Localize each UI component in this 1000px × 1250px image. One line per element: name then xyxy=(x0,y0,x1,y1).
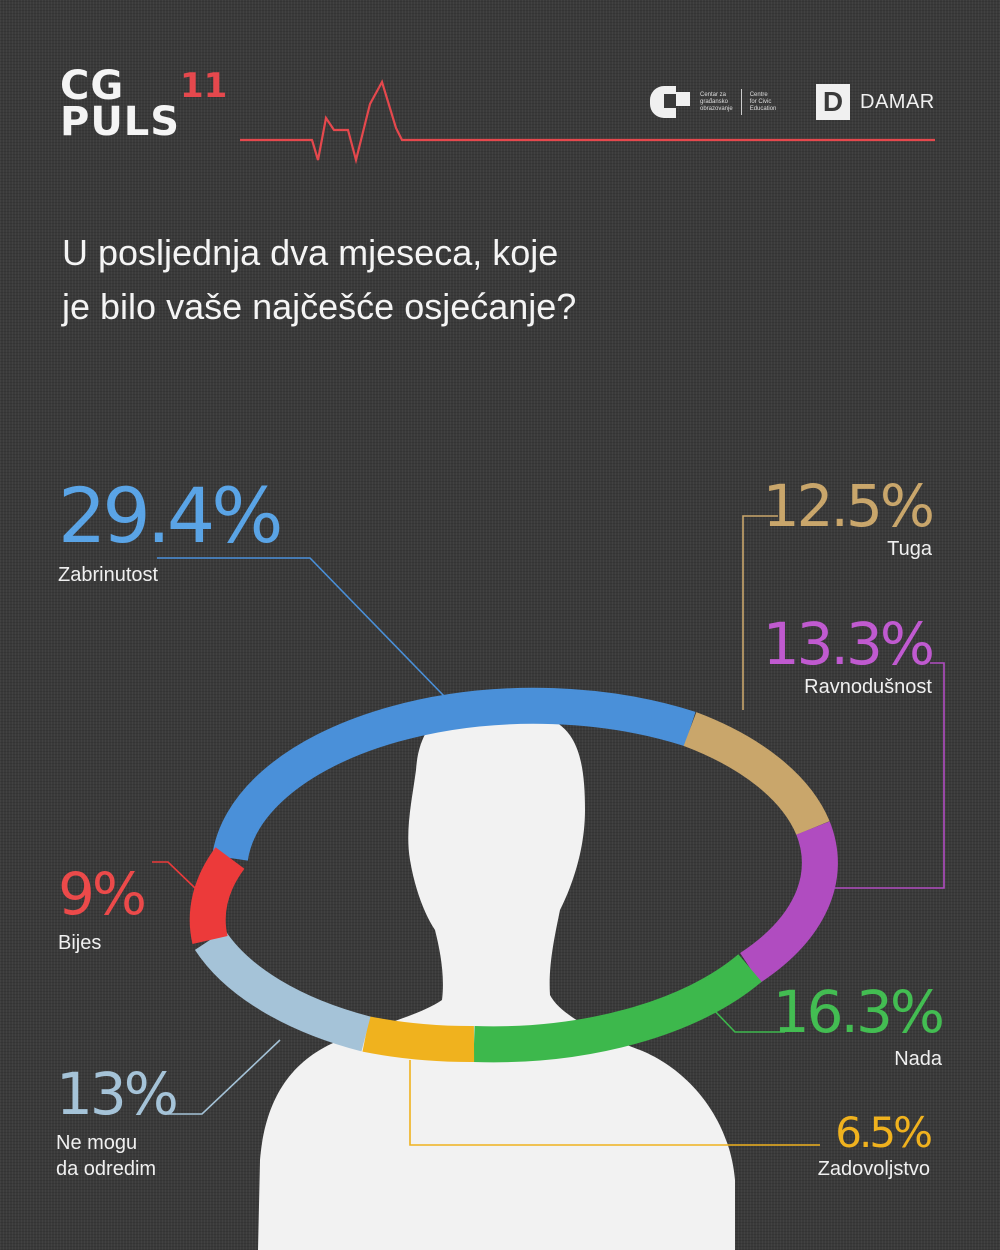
leader-zadovoljstvo xyxy=(409,1060,820,1146)
cce-mark-icon xyxy=(650,84,692,120)
label-bijes: 9% Bijes xyxy=(58,860,147,956)
name-zadovoljstvo: Zadovoljstvo xyxy=(817,1158,930,1180)
segment-zadovoljstvo xyxy=(362,1016,475,1063)
segment-ravnodusnost xyxy=(739,821,838,984)
cce-text-en: Centre for Civic Education xyxy=(749,91,777,112)
segment-nada xyxy=(473,954,762,1063)
leader-bijes xyxy=(152,861,196,889)
leader-tuga xyxy=(742,515,778,710)
label-zabrinutost: 29.4% Zabrinutost xyxy=(58,471,283,588)
name-zabrinutost: Zabrinutost xyxy=(58,564,159,586)
damar-name: DAMAR xyxy=(860,90,935,113)
name-bijes: Bijes xyxy=(58,932,102,954)
cce-text-local: Centar za građansko obrazovanje xyxy=(700,91,733,112)
damar-logo: D DAMAR xyxy=(816,84,935,120)
value-tuga: 12.5% xyxy=(762,472,935,540)
label-nada: 16.3% Nada xyxy=(772,978,945,1072)
cg-puls-logo: CG PULS xyxy=(60,63,181,145)
logo-line1: CG xyxy=(60,63,125,109)
cce-divider xyxy=(740,89,742,115)
label-ne-mogu: 13% Ne mogu da odredim xyxy=(56,1060,179,1182)
name-ne-mogu-line2: da odredim xyxy=(56,1158,157,1180)
leader-zabrinutost xyxy=(157,557,446,698)
value-bijes: 9% xyxy=(58,860,147,928)
leader-lines xyxy=(152,515,945,1146)
cce-logo: Centar za građansko obrazovanje Centre f… xyxy=(650,84,776,120)
name-ravnodusnost: Ravnodušnost xyxy=(804,676,932,698)
segment-ne-mogu xyxy=(194,929,371,1052)
label-tuga: 12.5% Tuga xyxy=(762,472,935,562)
label-zadovoljstvo: 6.5% Zadovoljstvo xyxy=(817,1108,933,1182)
value-zabrinutost: 29.4% xyxy=(58,471,283,560)
pulse-line xyxy=(240,79,935,165)
value-nada: 16.3% xyxy=(772,978,945,1046)
name-ne-mogu-line1: Ne mogu xyxy=(56,1132,138,1154)
leader-ravnodusnost xyxy=(830,662,945,889)
damar-mark-icon: D xyxy=(816,84,850,120)
question-title: U posljednja dva mjeseca, koje je bilo v… xyxy=(62,232,577,327)
logo-issue-number: 11 xyxy=(180,66,228,106)
name-nada: Nada xyxy=(894,1048,942,1070)
donut-ring xyxy=(189,687,838,1063)
leader-ne-mogu xyxy=(168,1039,281,1115)
segment-tuga xyxy=(683,712,830,836)
leader-nada xyxy=(711,1007,785,1033)
value-ravnodusnost: 13.3% xyxy=(762,610,935,678)
label-ravnodusnost: 13.3% Ravnodušnost xyxy=(762,610,935,700)
person-silhouette xyxy=(258,708,735,1250)
value-zadovoljstvo: 6.5% xyxy=(835,1108,933,1157)
value-ne-mogu: 13% xyxy=(56,1060,179,1128)
segment-bijes xyxy=(189,847,245,944)
segment-zabrinutost xyxy=(212,687,696,862)
logo-line2: PULS xyxy=(60,99,181,145)
name-tuga: Tuga xyxy=(887,538,932,560)
